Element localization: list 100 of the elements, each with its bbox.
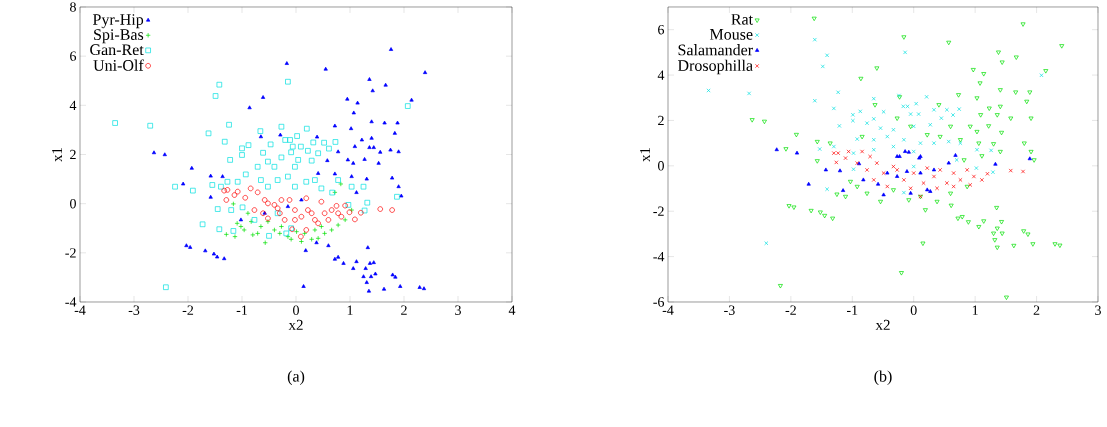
point [794,150,800,155]
point [954,157,959,162]
point [812,98,817,103]
point [258,223,264,230]
point [254,189,261,196]
point [944,107,949,112]
point [951,184,956,189]
point [901,190,906,195]
point [823,167,828,172]
point [871,137,876,142]
point [265,200,271,207]
point [231,192,238,198]
point [908,112,913,117]
point [223,197,230,203]
point [957,107,962,112]
point [274,205,281,212]
point [871,96,876,101]
point [837,123,842,128]
point [305,207,311,213]
text: (b) [874,370,892,385]
point [262,240,268,246]
point [812,37,817,42]
point [338,213,345,220]
y-tick-label: -6 [653,297,665,307]
point [979,177,984,182]
x-tick-label: 2 [401,305,407,315]
point [265,219,271,225]
point [261,197,268,203]
point [971,174,976,179]
point [843,156,848,161]
point [874,161,879,166]
point [1039,73,1044,78]
point [292,217,298,223]
point [338,181,344,187]
point [241,227,247,233]
x-tick-label: -2 [785,305,796,315]
point [885,170,890,175]
point [303,195,310,201]
point [328,207,335,213]
point [747,91,752,96]
point [271,227,277,233]
point [871,116,876,121]
x-tick-label: 1 [347,305,353,315]
legend-label: Salamander [678,44,753,56]
point [342,202,348,209]
point [908,190,913,195]
point [908,186,913,191]
y-tick-label: -2 [653,206,664,216]
point [974,147,980,152]
y-tick-label: 8 [70,2,76,12]
point [864,121,870,126]
point [278,223,284,230]
y-tick-label: -4 [65,297,77,307]
point [860,149,865,154]
point [825,53,830,58]
point [851,151,856,156]
point [234,188,241,195]
point [861,177,866,182]
point [850,118,855,123]
x-tick-label: -1 [846,305,858,315]
y-tick-label: -2 [65,248,76,258]
point [885,184,890,189]
point [1021,169,1026,174]
point [855,137,860,142]
x-tick-label: 4 [508,305,516,315]
point [271,202,278,208]
point [358,210,364,216]
y-tick-label: 6 [658,24,665,35]
point [286,197,293,203]
legend-label: Spi-Bas [94,29,144,44]
point [931,141,937,146]
point [294,229,300,235]
point [925,187,930,192]
point [993,161,998,166]
point [946,160,951,165]
point [903,50,908,55]
y-tick-label: 2 [658,115,664,126]
point [817,146,822,152]
point [265,215,271,222]
point [232,234,238,240]
y-axis-title: x1 [52,147,62,162]
point [312,217,318,223]
point [242,195,248,201]
point [990,170,995,175]
x-tick-label: 2 [1033,305,1040,315]
legend-label: Gan-Ret [90,44,144,56]
x-tick-label: -3 [724,305,735,315]
point [292,207,298,213]
point [921,181,926,186]
point [904,169,910,173]
point [281,217,288,223]
point [335,210,341,216]
point [901,137,906,142]
point [245,210,251,216]
point [914,101,919,106]
legend-label: Pyr-Hip [92,14,144,29]
point [918,170,923,175]
point [951,171,956,176]
point [1027,156,1032,161]
point [905,104,910,109]
